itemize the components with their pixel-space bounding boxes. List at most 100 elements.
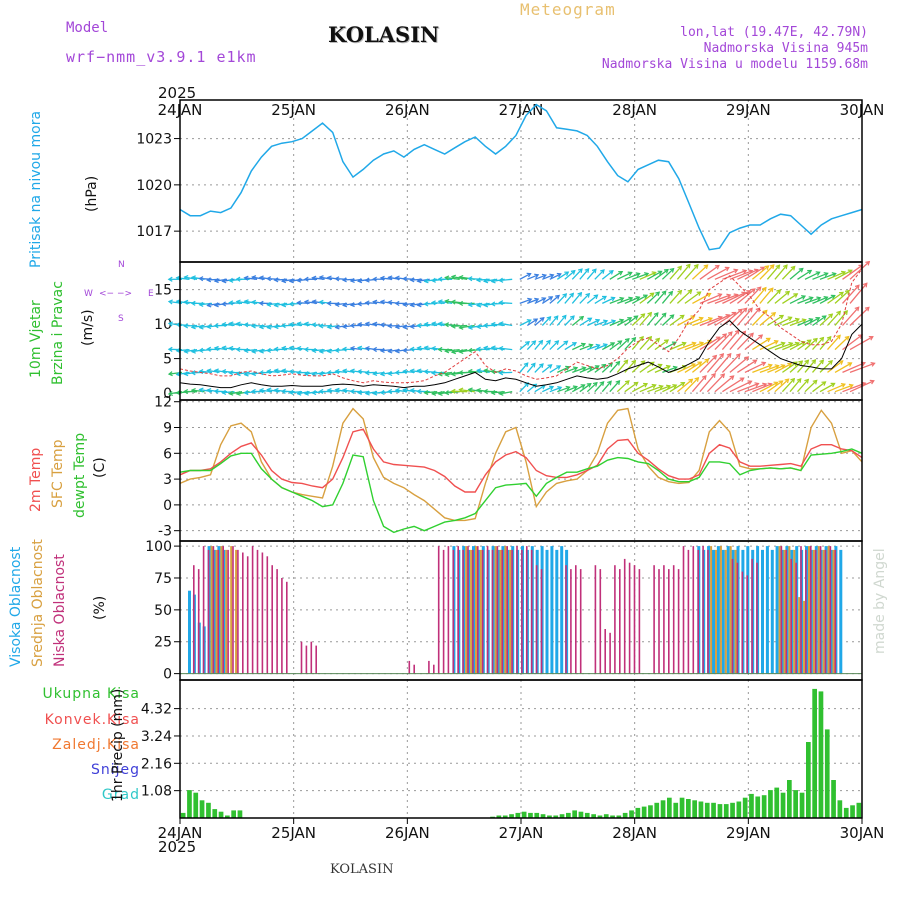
wind-arrow-head (580, 342, 587, 348)
wind-arrow (424, 346, 438, 351)
precip-bar (225, 815, 230, 818)
x-tick-label-bottom: 27JAN (499, 824, 544, 842)
wind-arrow-head (541, 273, 548, 279)
wind-arrow-head (303, 299, 309, 305)
wind-arrow-head (467, 347, 473, 353)
cloud-low-bar (677, 569, 680, 674)
cloud-mid-bar (788, 546, 791, 674)
wind-arrow-head (631, 359, 637, 365)
footer-station: KOLASIN (330, 862, 394, 877)
wind-arrow-head (490, 301, 496, 307)
cloud-low-bar (242, 552, 244, 674)
precip-bar (610, 815, 615, 818)
wind-arrow (499, 391, 513, 395)
precip-bar (540, 814, 546, 818)
wind-arrow (526, 362, 536, 373)
wind-arrow (586, 294, 598, 304)
cloud-mid-bar (475, 546, 477, 674)
wind-arrows (167, 260, 876, 396)
wind-arrow-head (498, 321, 504, 327)
cloud-mid-bar (465, 546, 468, 674)
precip-bar (692, 800, 697, 818)
wind-arrow-head (726, 352, 732, 358)
precip-bar (774, 787, 780, 818)
wind-arrow (624, 315, 638, 327)
y-tick-label: 100 (145, 539, 172, 555)
wind-arrow-head (296, 277, 302, 283)
wind-arrow (609, 297, 624, 305)
wind-arrow (714, 331, 733, 351)
wind-arrow (468, 324, 483, 329)
wind-arrow-head (167, 390, 174, 396)
wind-arrow-head (356, 389, 362, 396)
wind-arrow (609, 340, 622, 351)
wind-arrow (706, 373, 725, 393)
wind-arrow-head (394, 348, 400, 354)
wind-arrow-head (556, 365, 562, 370)
cloud-mid-bar (220, 546, 223, 674)
wind-arrow-head (794, 317, 800, 323)
precip-bar (515, 812, 521, 818)
wind-arrow (646, 312, 659, 326)
wind-arrow-head (547, 364, 553, 369)
cloud-high-bar (770, 549, 774, 674)
wind-arrow-head (431, 390, 437, 396)
wind-arrow-head (776, 289, 782, 295)
wind-arrow-head (523, 362, 529, 368)
wind-arrow-head (394, 324, 400, 330)
wind-arrow (267, 388, 280, 393)
wind-arrow-head (437, 346, 443, 353)
wind-arrow (676, 378, 693, 393)
wind-arrow-head (490, 369, 496, 375)
wind-arrow (804, 379, 818, 393)
wind-arrow (542, 274, 554, 280)
wind-arrow (572, 343, 586, 351)
compass-s: S (118, 314, 124, 324)
wind-arrow (624, 296, 640, 304)
wind-arrow (601, 362, 613, 373)
wind-arrow-head (228, 370, 234, 376)
wind-arrow-head (821, 315, 827, 320)
wind-arrow (199, 324, 213, 329)
wind-arrow-head (569, 292, 575, 298)
wind-arrow-head (444, 275, 450, 281)
wind-arrow (699, 293, 722, 304)
wind-arrow (549, 295, 560, 304)
wind-arrow-head (742, 269, 748, 275)
wind-arrow-head (726, 293, 732, 299)
cloud-high-bar (765, 546, 769, 674)
compass-arrow: <− −> (99, 289, 133, 299)
y-tick-label: 6 (163, 446, 172, 462)
wind-arrow-head (303, 371, 309, 377)
wind-arrow-head (628, 296, 634, 302)
year-bottom: 2025 (158, 838, 197, 856)
wind-arrow-head (788, 341, 794, 347)
wind-arrow (438, 300, 453, 305)
wind-arrow (782, 318, 800, 327)
wind-arrow (424, 302, 438, 305)
wind-arrow-head (602, 343, 608, 349)
wind-arrow-head (266, 324, 272, 330)
model-name: wrf−nmm_v3.9.1 e1km (66, 48, 257, 66)
wind-arrow (549, 386, 562, 393)
cloud-low-bar (217, 549, 220, 674)
wind-arrow-head (610, 296, 616, 302)
wind-arrow-head (840, 383, 846, 388)
y-tick-label: 25 (154, 635, 172, 651)
cloud-low-bar (780, 546, 783, 674)
wind-arrow-head (296, 321, 302, 327)
wind-arrow-head (349, 277, 355, 284)
wind-arrow-head (663, 268, 669, 274)
wind-arrow (631, 336, 644, 351)
cloud-low-bar (271, 565, 273, 674)
wind-arrow-head (387, 323, 393, 329)
precip-bar (521, 811, 527, 818)
wind-arrow-head (266, 387, 272, 393)
cloud-mid-bar (715, 549, 717, 674)
wind-arrow-head (750, 288, 756, 294)
wind-arrow-head (183, 348, 189, 354)
wind-arrow-head (563, 340, 569, 346)
wind-arrow-head (402, 369, 408, 375)
wind-arrow (691, 358, 709, 373)
wind-arrow-head (409, 346, 415, 352)
